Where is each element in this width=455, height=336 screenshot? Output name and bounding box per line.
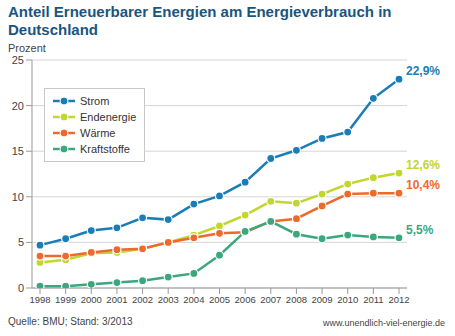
- html-text:Prozent: Prozent: [8, 42, 46, 54]
- svg-text:15: 15: [12, 145, 24, 157]
- html-text:Quelle: BMU; Stand: 3/2013: Quelle: BMU; Stand: 3/2013: [8, 316, 133, 327]
- svg-text:5: 5: [18, 236, 24, 248]
- svg-text:2006: 2006: [235, 294, 256, 305]
- svg-text:1999: 1999: [55, 294, 76, 305]
- html-text:www.unendlich-viel-energie.de: www.unendlich-viel-energie.de: [322, 318, 445, 328]
- svg-text:2001: 2001: [106, 294, 127, 305]
- svg-text:2005: 2005: [209, 294, 230, 305]
- svg-text:2003: 2003: [158, 294, 179, 305]
- svg-text:2009: 2009: [312, 294, 333, 305]
- svg-text:10: 10: [12, 191, 24, 203]
- html-text:Kraftstoffe: Kraftstoffe: [80, 143, 130, 155]
- svg-text:2008: 2008: [286, 294, 307, 305]
- svg-text:2002: 2002: [132, 294, 153, 305]
- svg-text:2010: 2010: [337, 294, 358, 305]
- svg-text:2012: 2012: [388, 294, 409, 305]
- html-text:Wärme: Wärme: [80, 127, 116, 139]
- svg-text:10,4%: 10,4%: [406, 178, 440, 192]
- svg-text:2000: 2000: [81, 294, 102, 305]
- svg-text:25: 25: [12, 54, 24, 66]
- svg-text:2007: 2007: [260, 294, 281, 305]
- html-text:Strom: Strom: [80, 95, 110, 107]
- svg-text:2011: 2011: [363, 294, 383, 305]
- svg-text:22,9%: 22,9%: [406, 64, 440, 78]
- svg-text:12,6%: 12,6%: [406, 158, 440, 172]
- svg-text:5,5%: 5,5%: [406, 223, 434, 237]
- svg-text:2004: 2004: [183, 294, 204, 305]
- svg-text:20: 20: [12, 100, 24, 112]
- html-text:Endenergie: Endenergie: [80, 111, 137, 123]
- svg-text:1998: 1998: [29, 294, 50, 305]
- html-text:Anteil Erneuerbarer Energien a: Anteil Erneuerbarer Energien am Energiev…: [8, 3, 392, 38]
- svg-text:0: 0: [18, 282, 24, 294]
